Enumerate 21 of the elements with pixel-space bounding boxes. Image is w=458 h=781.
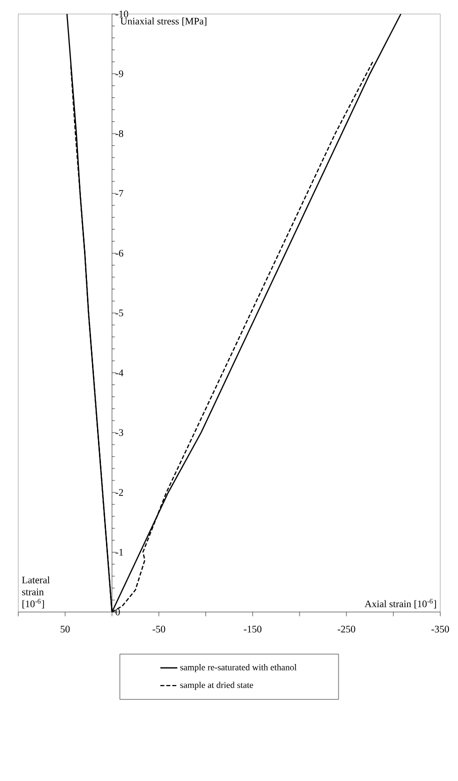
y-tick-label: -1 bbox=[116, 548, 123, 556]
y-tick-label: -9 bbox=[116, 70, 124, 78]
x-tick-label: -50 bbox=[152, 626, 166, 632]
x-tick-label: -250 bbox=[338, 626, 356, 632]
legend-label: sample at dried state bbox=[180, 682, 254, 690]
y-tick-label: -8 bbox=[116, 130, 124, 137]
y-tick-label: -4 bbox=[116, 370, 124, 376]
y-tick-label: -7 bbox=[116, 190, 124, 197]
legend-label: sample re-saturated with ethanol bbox=[180, 664, 297, 672]
x-axis-title: Axial strain [10$^{-6}$] bbox=[364, 598, 436, 608]
y-tick-label: 0 bbox=[116, 608, 120, 616]
y-tick-label: -3 bbox=[116, 429, 124, 436]
x-tick-label: -150 bbox=[244, 626, 262, 632]
x-tick-label: 50 bbox=[60, 626, 70, 632]
annotation: Lateral strain [10$^{-6}$] bbox=[22, 576, 50, 608]
x-tick-label: -350 bbox=[431, 626, 449, 632]
y-tick-label: -2 bbox=[116, 489, 124, 496]
y-tick-label: -10 bbox=[116, 10, 128, 18]
y-axis-title: Uniaxial stress [MPa] bbox=[120, 18, 206, 26]
y-tick-label: -6 bbox=[116, 250, 124, 257]
y-tick-label: -5 bbox=[116, 310, 124, 316]
